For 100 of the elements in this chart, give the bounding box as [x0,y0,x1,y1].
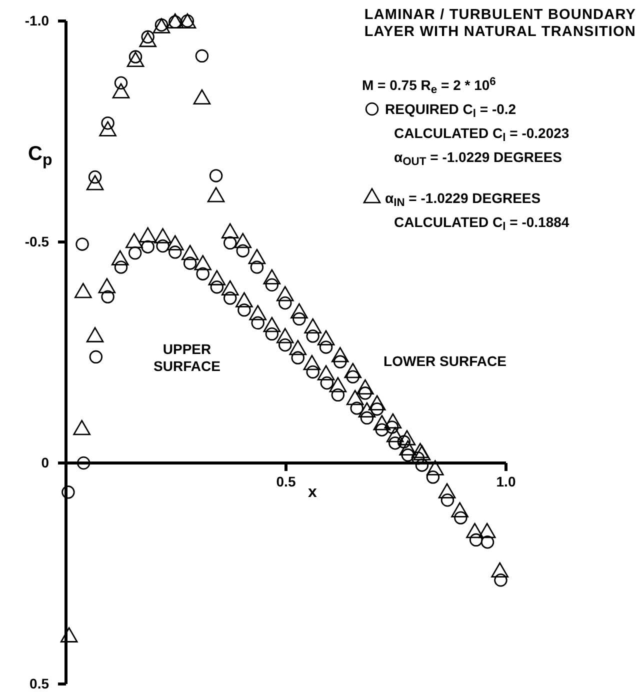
point [86,327,104,342]
point [292,312,306,326]
point [276,286,294,302]
point [276,328,294,344]
point [426,470,440,484]
point [183,256,197,270]
point [289,340,307,356]
point [334,355,347,368]
point [60,627,78,642]
point [265,327,279,341]
point [156,239,170,253]
point [480,536,494,549]
point [331,388,345,402]
point [368,395,386,410]
point [331,347,349,362]
point [221,223,239,238]
point [98,278,116,294]
point [278,296,292,310]
point [317,365,335,380]
point [438,483,456,498]
y-axis-title: C$_{p}$ [28,143,52,169]
point [303,354,321,370]
point [208,270,226,286]
point [114,76,128,90]
point [74,282,92,298]
point [329,377,347,392]
point [195,49,209,63]
annotation: UPPER SURFACE [154,341,220,374]
point [209,169,223,182]
point [265,278,279,292]
point [346,390,364,406]
point [388,436,402,450]
point [415,458,429,472]
chart-title: LAMINAR / TURBULENT BOUNDARY LAYER WITH NATURAL TRANSITION [364,7,636,40]
point [320,376,334,390]
y-tick-label: 0.5 [30,675,50,692]
point [236,292,253,308]
point [236,244,250,258]
point [89,350,103,364]
point [491,562,509,578]
point [101,290,114,304]
point [196,267,210,280]
point [360,411,374,425]
point [291,351,304,364]
point [126,52,144,67]
point [375,423,389,436]
point [358,402,376,418]
point [344,362,362,378]
y-tick-label: 0 [41,454,50,470]
point [466,522,484,538]
legend-label: REQUIRED C$_{l}$ = -0.2 [385,101,516,120]
point [250,260,264,274]
point [373,415,391,430]
point [478,522,496,538]
point [306,330,320,343]
annotation: α$_{OUT}$ = -1.0229 DEGREES [394,149,562,168]
point [306,365,320,379]
point [141,240,154,254]
point [126,232,143,248]
point [494,574,508,587]
point [76,456,90,470]
point [139,32,157,48]
annotation: CALCULATED C$_{l}$ = -0.2023 [394,125,570,144]
point [426,460,444,476]
x-axis-title: x [308,484,317,501]
point [248,248,266,264]
y-tick-label: -1.0 [24,12,50,28]
point [350,402,364,415]
point [224,292,237,305]
y-tick-label: -0.5 [24,233,50,250]
point [224,236,237,250]
point [398,430,416,446]
point [263,316,281,332]
point [86,175,104,190]
point [76,238,89,251]
point [238,303,251,317]
point [401,448,414,462]
point [62,486,75,499]
point [112,83,130,98]
point [154,228,172,244]
point [386,427,404,442]
point [128,246,142,260]
annotation: LOWER SURFACE [384,353,506,369]
point [399,440,417,456]
text: M = 0.75 R$_{e}$ = 2 * 10$^{6}$ [362,76,496,96]
point [181,244,199,260]
point [319,340,333,354]
point [210,280,224,294]
point [207,187,225,202]
point [469,533,483,547]
point [454,511,468,524]
point [221,280,239,296]
point [356,379,374,394]
legend-label: α$_{IN}$ = -1.0229 DEGREES [385,190,541,210]
point [99,121,116,136]
point [168,246,182,259]
point [384,413,402,429]
point [114,260,128,274]
point [251,316,264,330]
x-tick-label: 1.0 [496,474,516,490]
